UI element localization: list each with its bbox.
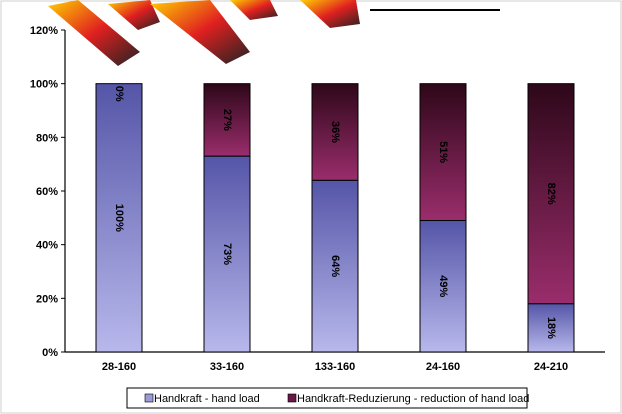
bar-label-reduction: 82% bbox=[545, 183, 557, 205]
legend-label-reduction: Handkraft-Reduzierung - reduction of han… bbox=[297, 393, 529, 405]
bar-label-hand-load: 64% bbox=[329, 255, 341, 277]
y-tick-label: 100% bbox=[30, 79, 58, 91]
y-tick-label: 80% bbox=[36, 132, 58, 144]
bar-segment-hand-load bbox=[419, 220, 467, 353]
bar-segment-reduction bbox=[419, 83, 467, 222]
y-tick-label: 60% bbox=[36, 186, 58, 198]
x-tick-label: 28-160 bbox=[102, 361, 136, 373]
x-tick-label: 24-160 bbox=[426, 361, 460, 373]
bar-segment-reduction bbox=[311, 83, 359, 181]
y-axis-ticks: 0% 20% 40% 60% 80% 100% 120% bbox=[30, 25, 65, 359]
y-tick-label: 20% bbox=[36, 293, 58, 305]
bar-segment-hand-load bbox=[311, 179, 359, 353]
bar-label-hand-load: 100% bbox=[113, 204, 125, 232]
chart-bars: 100% 0% 73% 27% 64% 36% 49% 51% 18% 82% bbox=[95, 83, 575, 353]
bar-label-hand-load: 49% bbox=[437, 275, 449, 297]
y-tick-label: 40% bbox=[36, 240, 58, 252]
tool-photo-decoration bbox=[48, 0, 500, 66]
bar-label-reduction: 51% bbox=[437, 141, 449, 163]
x-tick-label: 33-160 bbox=[210, 361, 244, 373]
legend-swatch-hand-load bbox=[144, 393, 154, 403]
chart-legend: Handkraft - hand load Handkraft-Reduzier… bbox=[126, 387, 529, 409]
legend-label-hand-load: Handkraft - hand load bbox=[154, 393, 260, 405]
bar-segment-reduction bbox=[203, 83, 251, 157]
bar-label-hand-load: 18% bbox=[545, 317, 557, 339]
y-tick-label: 120% bbox=[30, 25, 58, 37]
x-tick-label: 133-160 bbox=[315, 361, 355, 373]
bar-label-reduction: 0% bbox=[113, 86, 125, 102]
bar-label-reduction: 36% bbox=[329, 121, 341, 143]
x-tick-label: 24-210 bbox=[534, 361, 568, 373]
bar-label-hand-load: 73% bbox=[221, 243, 233, 265]
legend-swatch-reduction bbox=[287, 393, 297, 403]
bar-segment-hand-load bbox=[527, 303, 575, 353]
bar-segment-reduction bbox=[527, 83, 575, 305]
y-tick-label: 0% bbox=[42, 347, 58, 359]
bar-segment-hand-load bbox=[203, 155, 251, 353]
bar-segment-hand-load bbox=[95, 83, 143, 353]
legend-box bbox=[126, 387, 528, 409]
bar-label-reduction: 27% bbox=[221, 109, 233, 131]
x-axis-ticks: 28-160 33-160 133-160 24-160 24-210 bbox=[102, 361, 568, 373]
